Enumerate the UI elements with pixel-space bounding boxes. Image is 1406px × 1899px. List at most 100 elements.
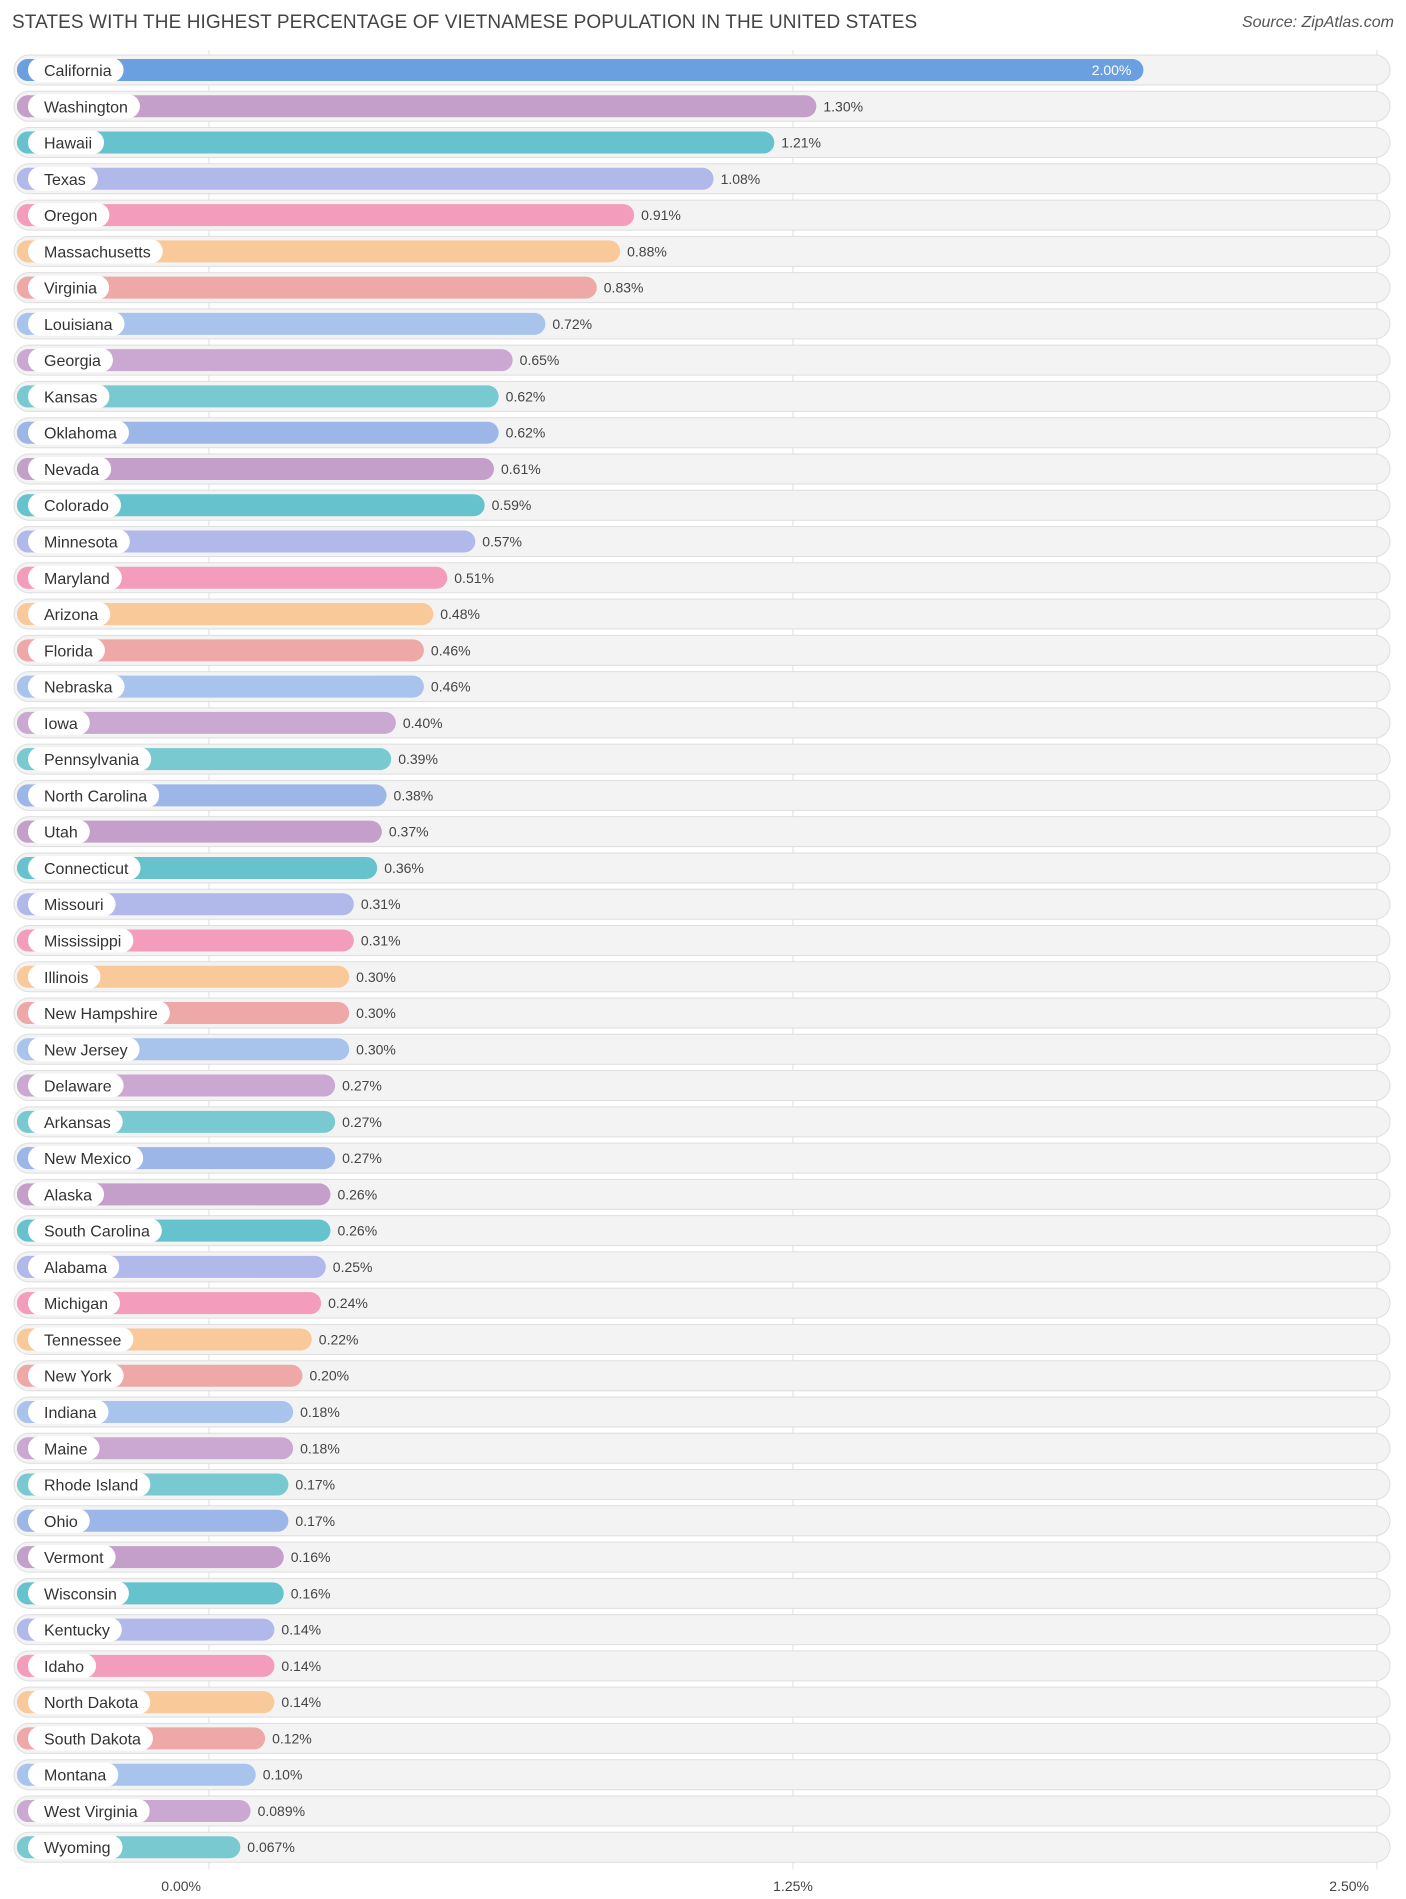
label-pill [28, 602, 111, 627]
bar-label: New Hampshire [44, 1006, 158, 1023]
bar-label: Tennessee [44, 1332, 121, 1349]
value-label: 0.37% [389, 824, 429, 840]
label-pill [28, 58, 124, 82]
value-label: 0.40% [403, 715, 443, 731]
label-pill [28, 275, 110, 300]
row-track [13, 1287, 1391, 1319]
bar-label: Missouri [44, 897, 104, 914]
label-pill [28, 855, 141, 880]
value-label: 0.46% [431, 679, 471, 695]
value-label: 0.18% [300, 1440, 340, 1456]
value-label: 0.14% [281, 1658, 321, 1674]
label-pill [28, 1399, 109, 1424]
row-track [13, 1686, 1391, 1718]
label-pill [28, 710, 90, 735]
value-label: 0.39% [398, 751, 438, 767]
bar-label: North Dakota [44, 1695, 138, 1712]
bar [17, 276, 597, 299]
bar-label: Indiana [44, 1405, 97, 1422]
row-track [13, 1614, 1391, 1646]
label-pill [28, 493, 121, 518]
row-track [13, 1142, 1391, 1174]
label-pill [28, 94, 140, 119]
row-track [13, 1722, 1391, 1754]
row-track [13, 1759, 1391, 1791]
bar-label: Georgia [44, 353, 101, 370]
label-pill [28, 1001, 170, 1026]
value-label: 0.10% [263, 1767, 303, 1783]
value-label: 0.20% [309, 1368, 349, 1384]
label-pill [28, 1363, 124, 1388]
row-track [13, 1251, 1391, 1283]
value-label: 0.26% [337, 1186, 377, 1202]
row-track [13, 1432, 1391, 1464]
bar-label: Minnesota [44, 535, 118, 552]
value-label: 0.36% [384, 860, 424, 876]
value-label: 0.30% [356, 1005, 396, 1021]
value-label: 0.27% [342, 1114, 382, 1130]
bar-rows: California 2.00% Washington 1.30% Hawaii 1.21… [13, 54, 1391, 1863]
bar-label: Nebraska [44, 680, 113, 697]
tick-label: 2.50% [1329, 1878, 1369, 1894]
value-label: 0.25% [333, 1259, 373, 1275]
label-pill [28, 1436, 100, 1461]
bar-label: Rhode Island [44, 1478, 138, 1495]
label-pill [28, 819, 90, 844]
value-label: 0.31% [361, 896, 401, 912]
value-label: 0.65% [520, 352, 560, 368]
value-label: 0.14% [281, 1622, 321, 1638]
bar [17, 639, 424, 662]
label-pill [28, 928, 134, 953]
bar-label: Ohio [44, 1514, 78, 1531]
value-label: 0.16% [291, 1549, 331, 1565]
bar-label: Virginia [44, 281, 97, 298]
bar-label: Oklahoma [44, 426, 117, 443]
value-label: 0.57% [482, 534, 522, 550]
label-pill [28, 1798, 150, 1823]
row-track [13, 1106, 1391, 1138]
label-pill [28, 1037, 140, 1062]
label-pill [28, 783, 160, 808]
bar-label: Texas [44, 172, 86, 189]
bar [17, 530, 476, 553]
value-label: 0.17% [295, 1477, 335, 1493]
bar [17, 204, 635, 227]
bar-label: Utah [44, 825, 78, 842]
bar-label: Nevada [44, 462, 99, 479]
bar [17, 457, 494, 480]
label-pill [28, 1835, 123, 1860]
bar [17, 312, 546, 335]
label-pill [28, 638, 105, 663]
bar-label: Washington [44, 99, 128, 116]
bar [17, 167, 714, 190]
label-pill [28, 1508, 90, 1533]
bar-label: West Virginia [44, 1804, 138, 1821]
row-track [13, 1831, 1391, 1863]
value-label: 0.72% [552, 316, 592, 332]
bar-label: Wisconsin [44, 1586, 117, 1603]
bar-label: Massachusetts [44, 244, 151, 261]
value-label: 0.12% [272, 1730, 312, 1746]
label-pill [28, 166, 98, 191]
value-label: 0.17% [295, 1513, 335, 1529]
row-track [13, 1795, 1391, 1827]
chart-title: STATES WITH THE HIGHEST PERCENTAGE OF VI… [12, 12, 918, 33]
bar-label: New Mexico [44, 1151, 131, 1168]
value-label: 0.38% [394, 787, 434, 803]
bar-label: California [44, 63, 112, 80]
value-label: 0.067% [247, 1839, 294, 1855]
row-track [13, 1323, 1391, 1355]
value-label: 1.30% [823, 98, 863, 114]
value-label: 0.22% [319, 1331, 359, 1347]
value-label: 0.089% [258, 1803, 305, 1819]
bar [17, 711, 396, 734]
bar [17, 603, 434, 626]
row-track [13, 1215, 1391, 1247]
label-pill [28, 1254, 120, 1279]
x-axis-ticks: 0.00% 1.25% 2.50% [161, 1878, 1369, 1894]
label-pill [28, 1182, 105, 1207]
label-pill [28, 674, 125, 699]
bar-label: Arkansas [44, 1115, 111, 1132]
label-pill [28, 1073, 124, 1098]
